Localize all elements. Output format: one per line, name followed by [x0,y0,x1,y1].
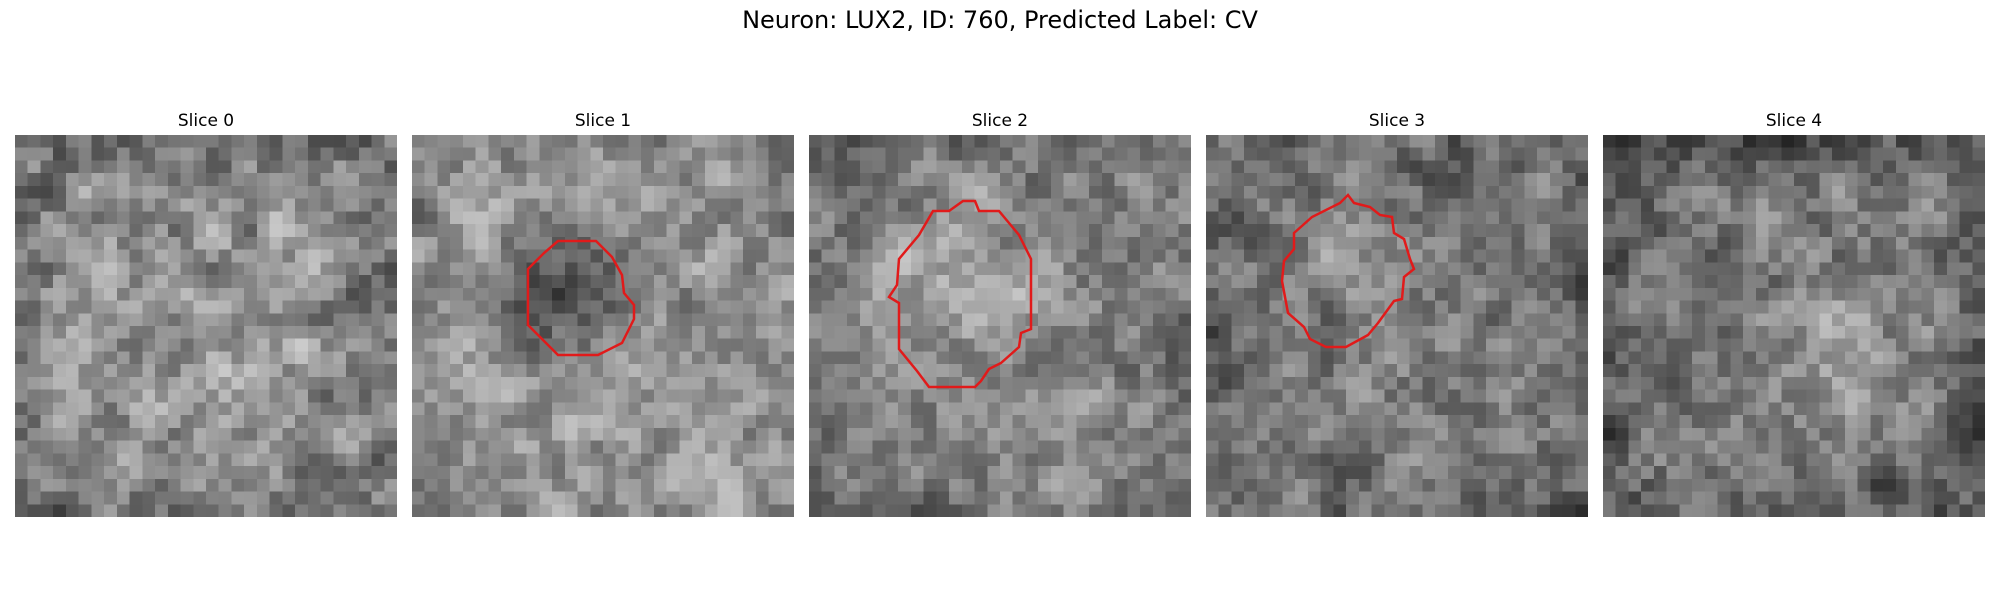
slice-title: Slice 0 [177,111,235,131]
slice-title: Slice 3 [1368,111,1426,131]
slice-panel-2: Slice 2 [809,110,1191,517]
slice-image [15,135,397,517]
slice-panel-4: Slice 4 [1603,110,1985,517]
slice-image [809,135,1191,517]
slice-image [412,135,794,517]
slice-title: Slice 4 [1765,111,1823,131]
slice-image [1206,135,1588,517]
slice-panel-0: Slice 0 [15,110,397,517]
slice-title: Slice 2 [971,111,1029,131]
slice-panel-3: Slice 3 [1206,110,1588,517]
slice-image [1603,135,1985,517]
cell-contour [887,199,1033,389]
figure-title: Neuron: LUX2, ID: 760, Predicted Label: … [742,6,1258,34]
cell-contour [1280,193,1416,349]
slice-panel-1: Slice 1 [412,110,794,517]
cell-contour [526,239,636,357]
slice-title: Slice 1 [574,111,632,131]
